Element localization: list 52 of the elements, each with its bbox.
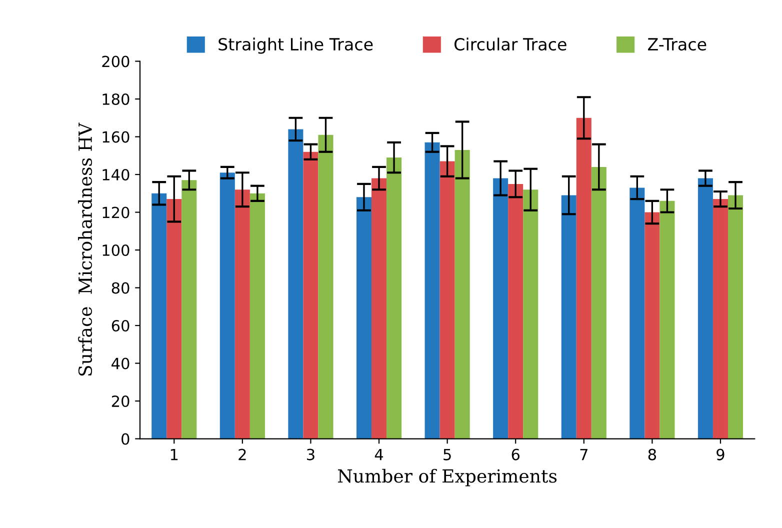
bar	[591, 166, 606, 439]
y-tick-label: 40	[112, 358, 130, 370]
y-tick-label: 60	[112, 320, 130, 332]
bar	[250, 193, 265, 439]
bar	[728, 195, 744, 439]
x-tick-label: 5	[444, 448, 451, 460]
legend-label: Z-Trace	[648, 38, 706, 51]
bar	[523, 190, 538, 439]
bar	[576, 118, 592, 439]
x-tick-label: 4	[374, 448, 384, 460]
bar	[234, 190, 250, 439]
y-tick-label: 200	[102, 56, 130, 68]
x-tick-label: 1	[170, 448, 178, 460]
bar	[630, 188, 645, 439]
bar	[561, 195, 576, 439]
legend-label: Straight Line Trace	[218, 38, 373, 54]
y-tick-label: 20	[112, 395, 130, 408]
y-tick-label: 100	[102, 244, 130, 256]
x-tick-label: 2	[238, 448, 246, 460]
y-tick-label: 140	[102, 168, 130, 181]
bar	[508, 184, 524, 439]
bar	[356, 197, 372, 439]
x-tick-label: 3	[307, 448, 314, 460]
bar	[698, 178, 713, 439]
bar	[220, 172, 235, 439]
x-axis-title: Number of Experiments	[338, 468, 557, 486]
bar	[660, 200, 675, 439]
bar	[288, 129, 304, 439]
bar	[152, 193, 167, 439]
bar	[371, 178, 387, 439]
bar	[182, 180, 197, 439]
x-tick-label: 9	[716, 448, 724, 460]
bar	[454, 150, 470, 439]
legend-label: Circular Trace	[454, 38, 566, 51]
bar	[493, 178, 508, 439]
bar	[712, 199, 728, 439]
y-tick-label: 0	[122, 433, 130, 445]
x-tick-label: 6	[512, 448, 520, 460]
y-tick-label: 80	[112, 282, 130, 294]
bar	[166, 199, 182, 439]
y-tick-label: 160	[102, 131, 130, 143]
x-tick-label: 8	[648, 448, 656, 460]
y-axis-title: Surface Microhardness HV	[78, 122, 92, 376]
bar	[386, 158, 402, 439]
bar	[303, 152, 318, 439]
x-tick-label: 7	[580, 448, 588, 460]
y-tick-label: 120	[102, 206, 130, 218]
bar	[440, 161, 455, 439]
bar	[644, 212, 660, 439]
bar	[424, 142, 440, 439]
bar	[318, 134, 334, 439]
y-tick-label: 180	[102, 93, 130, 106]
